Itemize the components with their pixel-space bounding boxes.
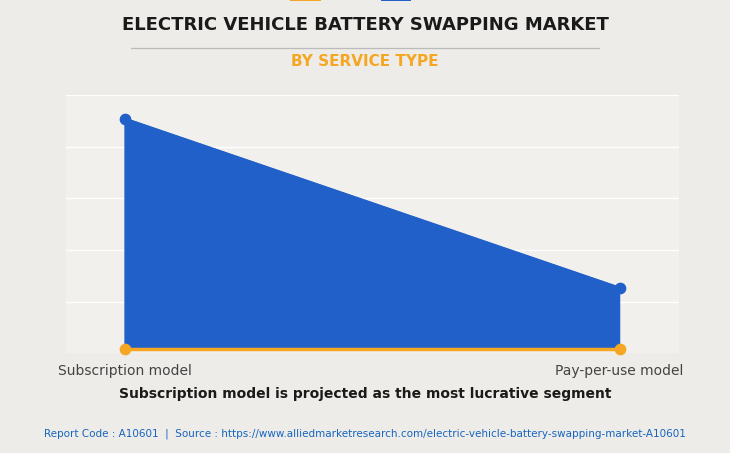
Text: BY SERVICE TYPE: BY SERVICE TYPE xyxy=(291,54,439,69)
Point xyxy=(614,284,626,291)
Point xyxy=(614,345,626,352)
Polygon shape xyxy=(125,119,620,349)
Text: ELECTRIC VEHICLE BATTERY SWAPPING MARKET: ELECTRIC VEHICLE BATTERY SWAPPING MARKET xyxy=(122,16,608,34)
Point xyxy=(119,115,131,122)
Point xyxy=(119,345,131,352)
Text: Report Code : A10601  |  Source : https://www.alliedmarketresearch.com/electric-: Report Code : A10601 | Source : https://… xyxy=(44,428,686,439)
Legend: 2022, 2032: 2022, 2032 xyxy=(285,0,460,9)
Text: Subscription model is projected as the most lucrative segment: Subscription model is projected as the m… xyxy=(119,387,611,401)
